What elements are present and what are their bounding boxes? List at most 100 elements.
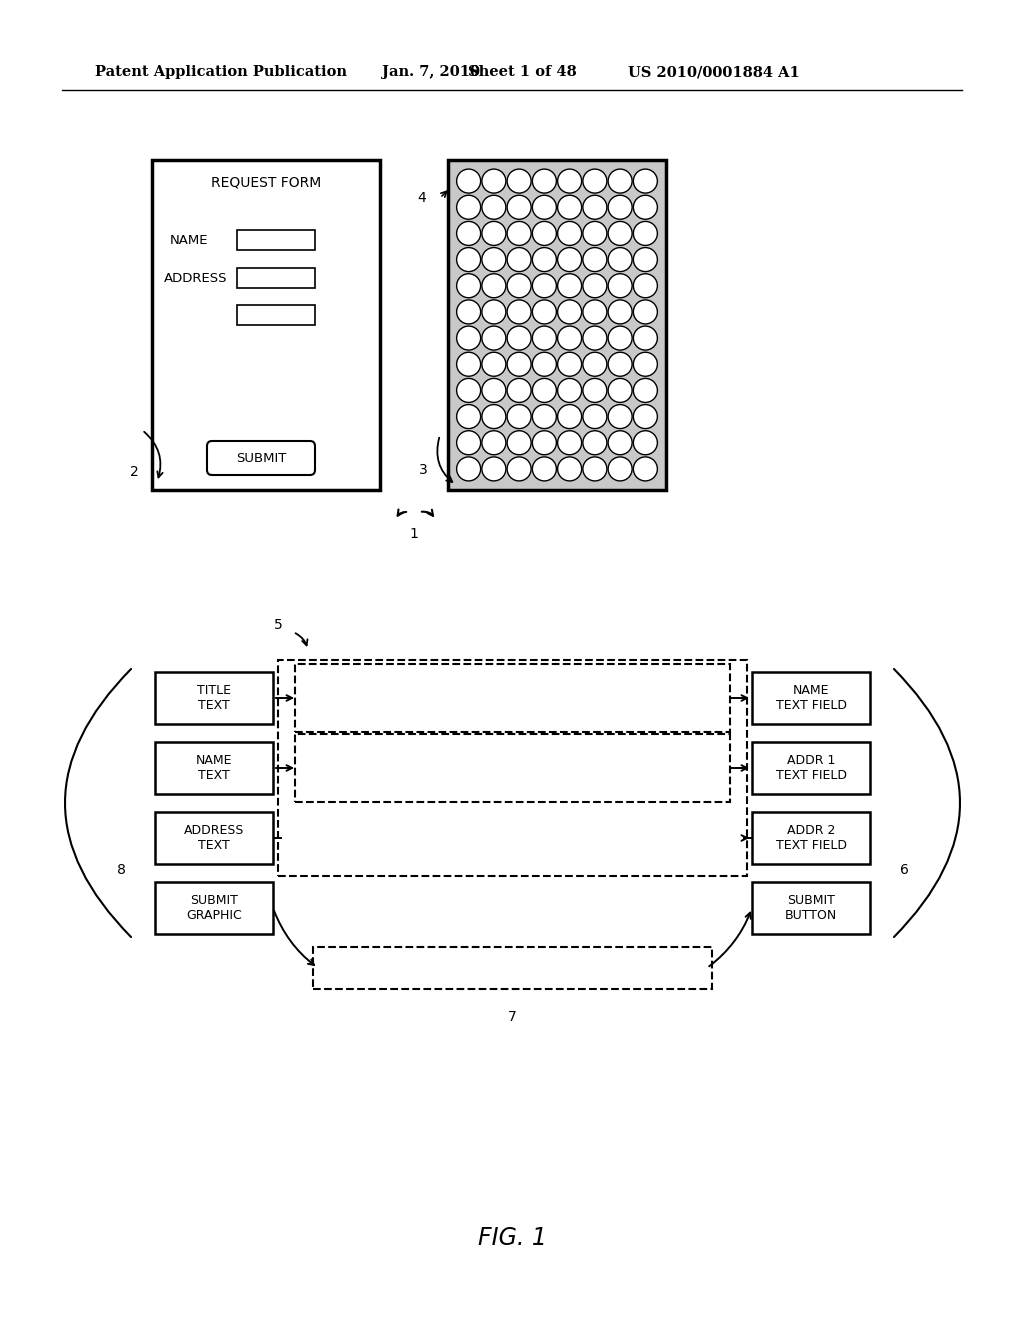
Circle shape: [558, 248, 582, 272]
Circle shape: [583, 326, 607, 350]
Bar: [752, 882, 870, 935]
Bar: [155, 812, 273, 865]
Text: Patent Application Publication: Patent Application Publication: [95, 65, 347, 79]
Circle shape: [634, 352, 657, 376]
Bar: [237, 230, 315, 249]
Circle shape: [608, 169, 632, 193]
Bar: [155, 672, 273, 723]
Circle shape: [634, 195, 657, 219]
Circle shape: [634, 457, 657, 480]
Circle shape: [457, 379, 480, 403]
Bar: [155, 882, 273, 935]
Circle shape: [634, 222, 657, 246]
Text: 4: 4: [417, 191, 426, 205]
Circle shape: [507, 430, 531, 455]
Circle shape: [634, 379, 657, 403]
Circle shape: [558, 169, 582, 193]
Circle shape: [634, 273, 657, 298]
Circle shape: [558, 195, 582, 219]
Circle shape: [532, 222, 556, 246]
Circle shape: [558, 457, 582, 480]
Text: 1: 1: [410, 527, 419, 541]
Text: ADDR 1
TEXT FIELD: ADDR 1 TEXT FIELD: [775, 754, 847, 781]
Circle shape: [482, 169, 506, 193]
Bar: [752, 672, 870, 723]
Bar: [295, 664, 730, 733]
Circle shape: [634, 248, 657, 272]
Circle shape: [608, 405, 632, 429]
Bar: [449, 160, 666, 490]
Bar: [155, 742, 273, 795]
Circle shape: [583, 248, 607, 272]
Circle shape: [583, 169, 607, 193]
Circle shape: [507, 352, 531, 376]
Circle shape: [583, 457, 607, 480]
Circle shape: [558, 379, 582, 403]
Circle shape: [507, 405, 531, 429]
Text: 8: 8: [117, 863, 125, 876]
Circle shape: [532, 300, 556, 323]
Text: Sheet 1 of 48: Sheet 1 of 48: [468, 65, 577, 79]
Circle shape: [532, 195, 556, 219]
Text: SUBMIT
BUTTON: SUBMIT BUTTON: [784, 894, 838, 921]
Circle shape: [634, 300, 657, 323]
Circle shape: [532, 352, 556, 376]
Bar: [313, 946, 712, 989]
Circle shape: [507, 222, 531, 246]
Circle shape: [634, 430, 657, 455]
Circle shape: [558, 430, 582, 455]
Circle shape: [558, 300, 582, 323]
Bar: [237, 268, 315, 288]
Text: NAME
TEXT: NAME TEXT: [196, 754, 232, 781]
Circle shape: [482, 222, 506, 246]
Bar: [752, 742, 870, 795]
Circle shape: [583, 405, 607, 429]
Circle shape: [532, 379, 556, 403]
Bar: [278, 660, 746, 876]
Bar: [752, 812, 870, 865]
Text: US 2010/0001884 A1: US 2010/0001884 A1: [628, 65, 800, 79]
Text: 5: 5: [273, 618, 283, 632]
Circle shape: [532, 430, 556, 455]
Circle shape: [507, 457, 531, 480]
Circle shape: [608, 248, 632, 272]
Circle shape: [583, 430, 607, 455]
Circle shape: [532, 273, 556, 298]
Circle shape: [507, 248, 531, 272]
Text: NAME: NAME: [170, 234, 209, 247]
Circle shape: [558, 222, 582, 246]
Circle shape: [457, 169, 480, 193]
Circle shape: [482, 352, 506, 376]
Circle shape: [583, 222, 607, 246]
Circle shape: [482, 195, 506, 219]
Text: 3: 3: [419, 463, 428, 477]
Circle shape: [608, 273, 632, 298]
Circle shape: [482, 405, 506, 429]
Circle shape: [558, 405, 582, 429]
Text: FIG. 1: FIG. 1: [477, 1226, 547, 1250]
Circle shape: [457, 457, 480, 480]
Circle shape: [608, 379, 632, 403]
Text: 6: 6: [899, 863, 908, 876]
Text: 2: 2: [130, 465, 138, 479]
Text: ADDRESS
TEXT: ADDRESS TEXT: [184, 824, 244, 851]
Circle shape: [608, 352, 632, 376]
Circle shape: [583, 273, 607, 298]
Circle shape: [608, 222, 632, 246]
Text: REQUEST FORM: REQUEST FORM: [211, 176, 322, 189]
Circle shape: [583, 195, 607, 219]
Circle shape: [532, 405, 556, 429]
Circle shape: [457, 430, 480, 455]
Circle shape: [482, 300, 506, 323]
Circle shape: [583, 379, 607, 403]
Circle shape: [457, 300, 480, 323]
Circle shape: [482, 379, 506, 403]
Circle shape: [532, 457, 556, 480]
Text: TITLE
TEXT: TITLE TEXT: [197, 684, 231, 711]
Circle shape: [608, 300, 632, 323]
Circle shape: [482, 430, 506, 455]
Circle shape: [507, 195, 531, 219]
Circle shape: [634, 169, 657, 193]
Circle shape: [507, 300, 531, 323]
Circle shape: [457, 326, 480, 350]
